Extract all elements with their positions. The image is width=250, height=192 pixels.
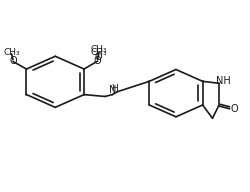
Text: N: N <box>109 85 116 95</box>
Text: CH₃: CH₃ <box>4 48 20 57</box>
Text: O: O <box>94 52 102 62</box>
Text: O: O <box>94 56 102 66</box>
Text: NH: NH <box>216 76 231 86</box>
Text: CH₃: CH₃ <box>90 45 107 54</box>
Text: CH₃: CH₃ <box>90 48 107 57</box>
Text: O: O <box>230 104 238 114</box>
Text: H: H <box>112 84 118 93</box>
Text: O: O <box>9 56 17 66</box>
